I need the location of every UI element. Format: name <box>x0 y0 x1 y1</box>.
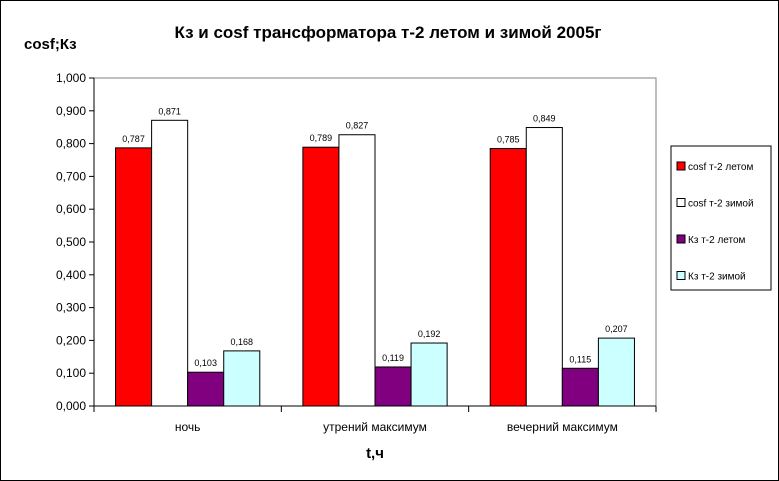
y-axis-label: cosf;Кз <box>24 36 77 53</box>
data-label: 0,115 <box>569 354 591 364</box>
bar <box>338 134 376 407</box>
x-tick-label: ночь <box>175 420 201 434</box>
y-tick-label: 1,000 <box>56 71 86 85</box>
y-tick-label: 0,000 <box>56 399 86 413</box>
data-label: 0,789 <box>310 133 333 143</box>
legend-box <box>670 145 772 291</box>
y-tick-label: 0,900 <box>56 104 86 118</box>
data-label: 0,827 <box>346 121 369 131</box>
y-tick-label: 0,600 <box>56 202 86 216</box>
y-tick-label: 0,200 <box>56 333 86 347</box>
x-tick-label: утрений максимум <box>323 420 427 434</box>
bar <box>302 146 340 407</box>
bar <box>115 147 153 407</box>
data-label: 0,207 <box>605 324 628 334</box>
data-labels-group: 0,787 0,789 0,785 0,871 0,827 0,849 0,103 0,119… <box>122 106 627 368</box>
data-label: 0,103 <box>194 358 217 368</box>
y-tick-label: 0,100 <box>56 366 86 380</box>
legend: cosf т-2 летом cosf т-2 зимой Кз т-2 летом… <box>676 161 754 283</box>
bar <box>561 367 599 407</box>
data-label: 0,119 <box>382 353 404 363</box>
bar <box>151 119 189 407</box>
bar <box>597 337 635 407</box>
bar <box>525 127 563 407</box>
x-axis-label: t,ч <box>366 445 384 462</box>
legend-swatch <box>676 234 686 244</box>
data-label: 0,785 <box>497 135 520 145</box>
data-label: 0,192 <box>418 329 441 339</box>
bar <box>374 366 412 407</box>
y-tick-label: 0,700 <box>56 169 86 183</box>
data-label: 0,849 <box>533 114 556 124</box>
data-label: 0,787 <box>122 134 145 144</box>
chart-title: Кз и cosf трансформатора т-2 летом и зим… <box>175 23 602 42</box>
legend-label: cosf т-2 зимой <box>688 199 754 210</box>
legend-label: cosf т-2 летом <box>688 162 753 173</box>
bar <box>223 350 261 407</box>
bar <box>187 371 225 407</box>
y-tick-label: 0,500 <box>56 235 86 249</box>
legend-swatch <box>676 271 686 280</box>
bar <box>489 148 527 407</box>
y-axis: 0,000 0,100 0,200 0,300 0,400 0,500 0,600 0,700… <box>56 71 95 413</box>
bar <box>410 342 448 407</box>
x-axis: ночь утрений максимум вечерний максимум <box>93 405 657 434</box>
legend-swatch <box>676 161 686 171</box>
x-tick-label: вечерний максимум <box>507 420 618 434</box>
data-label: 0,871 <box>158 106 181 116</box>
legend-label: Кз т-2 зимой <box>688 272 746 283</box>
legend-swatch <box>676 198 686 207</box>
data-label: 0,168 <box>230 337 253 347</box>
y-tick-label: 0,800 <box>56 137 86 151</box>
y-tick-label: 0,300 <box>56 301 86 315</box>
y-tick-label: 0,400 <box>56 268 86 282</box>
legend-label: Кз т-2 летом <box>688 235 746 246</box>
bars-group <box>115 119 635 407</box>
